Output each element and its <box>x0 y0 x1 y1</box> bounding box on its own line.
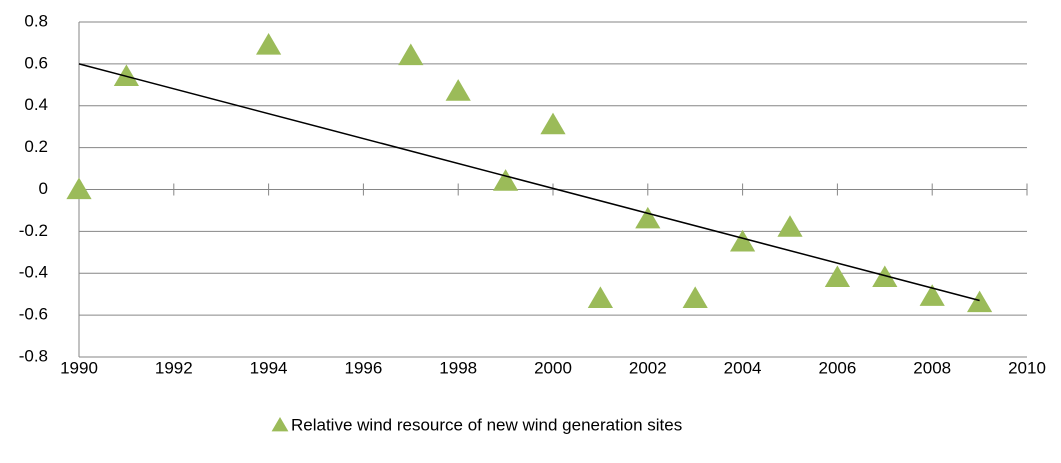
trend-line <box>78 63 980 302</box>
point <box>919 284 945 306</box>
y-tick-label: 0.6 <box>24 53 48 72</box>
legend-label: Relative wind resource of new wind gener… <box>291 415 682 434</box>
point <box>493 169 519 191</box>
y-tick-label: -0.2 <box>19 221 48 240</box>
x-tick-label: 1998 <box>439 358 477 377</box>
y-tick-label: -0.6 <box>19 305 48 324</box>
x-tick-label: 1996 <box>344 358 382 377</box>
x-tick-label: 1992 <box>155 358 193 377</box>
x-tick-label: 1994 <box>250 358 288 377</box>
x-tick-label: 2002 <box>629 358 667 377</box>
y-tick-label: 0.8 <box>24 11 48 30</box>
point <box>824 265 850 288</box>
point <box>256 33 282 55</box>
point <box>777 215 803 237</box>
point <box>113 64 139 87</box>
x-tick-label: 2000 <box>534 358 572 377</box>
point <box>682 286 708 308</box>
point <box>66 177 92 200</box>
point <box>730 229 756 252</box>
legend-marker <box>271 417 289 432</box>
point <box>967 290 993 313</box>
point <box>540 112 566 135</box>
x-tick-label: 2006 <box>818 358 856 377</box>
y-tick-label: 0 <box>39 179 48 198</box>
y-tick-label: 0.2 <box>24 137 48 156</box>
y-tick-label: 0.4 <box>24 95 48 114</box>
x-tick-label: 1990 <box>60 358 98 377</box>
point <box>398 43 424 66</box>
point <box>587 286 613 308</box>
point <box>635 206 661 229</box>
point <box>445 79 471 101</box>
x-tick-label: 2008 <box>913 358 951 377</box>
x-tick-label: 2010 <box>1008 358 1046 377</box>
y-tick-label: -0.4 <box>19 263 48 282</box>
y-tick-label: -0.8 <box>19 346 48 365</box>
x-tick-label: 2004 <box>724 358 762 377</box>
